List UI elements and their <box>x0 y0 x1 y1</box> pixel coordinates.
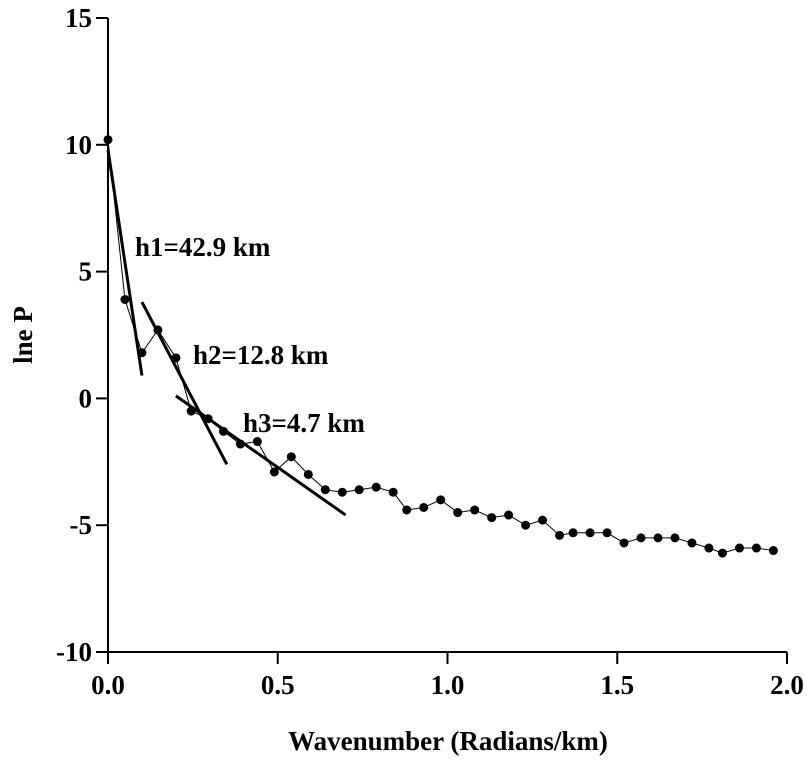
x-tick-label: 0.0 <box>91 670 125 700</box>
y-tick-label: 15 <box>65 3 92 33</box>
fit-annotation: h3=4.7 km <box>243 408 365 438</box>
data-point <box>303 469 313 479</box>
data-point <box>602 528 612 538</box>
data-point <box>538 515 548 525</box>
data-point <box>453 508 463 518</box>
data-point <box>670 533 680 543</box>
data-point <box>320 485 330 495</box>
data-point <box>504 510 514 520</box>
data-point <box>717 548 727 558</box>
data-point <box>419 502 429 512</box>
x-tick-label: 1.0 <box>431 670 465 700</box>
data-point <box>751 543 761 553</box>
x-axis-label: Wavenumber (Radians/km) <box>288 726 608 756</box>
data-point <box>619 538 629 548</box>
data-point <box>555 530 565 540</box>
data-point <box>286 452 296 462</box>
data-point <box>402 505 412 515</box>
y-tick-label: -5 <box>70 510 93 540</box>
fit-annotation: h2=12.8 km <box>193 340 329 370</box>
data-point <box>653 533 663 543</box>
data-point <box>354 485 364 495</box>
y-tick-label: 0 <box>79 383 93 413</box>
data-point <box>585 528 595 538</box>
data-point <box>704 543 714 553</box>
y-tick-label: -10 <box>56 637 92 667</box>
data-point <box>269 467 279 477</box>
y-axis-label: lne P <box>8 306 38 364</box>
y-tick-label: 10 <box>65 130 92 160</box>
x-tick-label: 2.0 <box>770 670 804 700</box>
data-point <box>487 513 497 523</box>
data-point <box>337 487 347 497</box>
data-point <box>568 528 578 538</box>
fit-annotation: h1=42.9 km <box>135 232 271 262</box>
data-point <box>252 437 262 447</box>
data-point <box>388 487 398 497</box>
data-point <box>768 546 778 556</box>
data-point <box>636 533 646 543</box>
data-point <box>470 505 480 515</box>
y-tick-label: 5 <box>79 257 93 287</box>
fit-line <box>106 149 144 376</box>
data-point <box>103 135 113 145</box>
data-point <box>734 543 744 553</box>
data-point <box>687 538 697 548</box>
fit-line <box>175 394 347 517</box>
fit-line <box>140 301 229 466</box>
x-tick-label: 0.5 <box>261 670 295 700</box>
data-point <box>371 482 381 492</box>
data-point <box>521 520 531 530</box>
data-point <box>120 294 130 304</box>
data-point <box>436 495 446 505</box>
x-tick-label: 1.5 <box>600 670 634 700</box>
